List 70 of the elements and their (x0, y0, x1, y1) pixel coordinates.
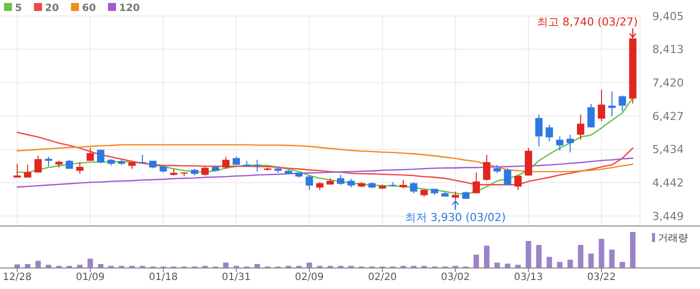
x-tick-label: 02/09 (294, 272, 324, 283)
candlestick (66, 159, 74, 170)
candlestick (97, 149, 104, 164)
candlestick (535, 114, 543, 147)
x-tick-label: 01/18 (148, 272, 178, 283)
x-tick-label: 02/20 (368, 272, 397, 283)
x-tick-label: 03/22 (587, 272, 616, 283)
y-tick-label: 6,427 (652, 110, 684, 123)
legend-label: 5 (15, 3, 22, 14)
bar (35, 260, 41, 268)
candlestick (44, 156, 52, 167)
bar (578, 244, 584, 268)
legend-label: 거래량 (658, 233, 688, 244)
bar (536, 244, 542, 268)
legend-label: 120 (119, 3, 140, 14)
candlestick (472, 172, 480, 194)
candlestick (14, 163, 21, 178)
line-series (16, 158, 634, 188)
bar (567, 260, 573, 268)
candlestick (410, 182, 418, 194)
x-tick-label: 03/13 (514, 272, 543, 283)
candlestick (34, 155, 42, 173)
bar (494, 262, 500, 268)
bar (588, 254, 594, 268)
candlestick (86, 147, 94, 162)
legend-label: 60 (82, 3, 96, 14)
legend-label: 20 (45, 3, 59, 14)
y-tick-label: 4,442 (652, 176, 684, 190)
candlestick (76, 162, 84, 174)
candlestick (546, 124, 553, 142)
x-tick-label: 01/09 (76, 272, 105, 283)
candlestick (306, 175, 313, 190)
x-tick-label: 01/31 (222, 272, 251, 283)
candlestick (556, 136, 564, 152)
candlestick (24, 164, 32, 178)
bar (630, 232, 636, 268)
candlestick (576, 114, 584, 140)
y-tick-label: 8,413 (652, 43, 684, 56)
candlestick (483, 154, 490, 182)
x-tick-label: 12/28 (2, 272, 32, 283)
candlestick (587, 103, 595, 128)
bar (504, 264, 510, 268)
bar (557, 262, 562, 268)
annotation: 최저 3,930 (03/02) (405, 210, 506, 224)
candlestick (504, 168, 512, 186)
bar (474, 254, 480, 268)
bar (88, 258, 93, 268)
bar (223, 262, 229, 268)
y-tick-label: 7,420 (652, 76, 684, 90)
candlestick (222, 156, 230, 170)
candlestick (618, 95, 626, 112)
annotation: 최고 8,740 (03/27) (537, 15, 638, 28)
y-tick-label: 3,449 (652, 210, 684, 223)
candlestick (608, 90, 616, 117)
line-series (16, 97, 634, 195)
bar (526, 241, 532, 268)
bar (306, 262, 312, 268)
candlestick (254, 159, 261, 172)
bar (484, 246, 490, 268)
candlestick (598, 89, 606, 122)
candlestick (566, 134, 574, 153)
bar (598, 238, 604, 268)
x-tick-label: 03/02 (441, 272, 470, 283)
candlestick (337, 174, 344, 186)
bar (609, 250, 615, 268)
candlestick (514, 174, 522, 190)
bar (620, 262, 626, 268)
bar (546, 256, 552, 268)
y-tick-label: 9,405 (652, 10, 684, 23)
y-tick-label: 5,434 (652, 143, 684, 156)
